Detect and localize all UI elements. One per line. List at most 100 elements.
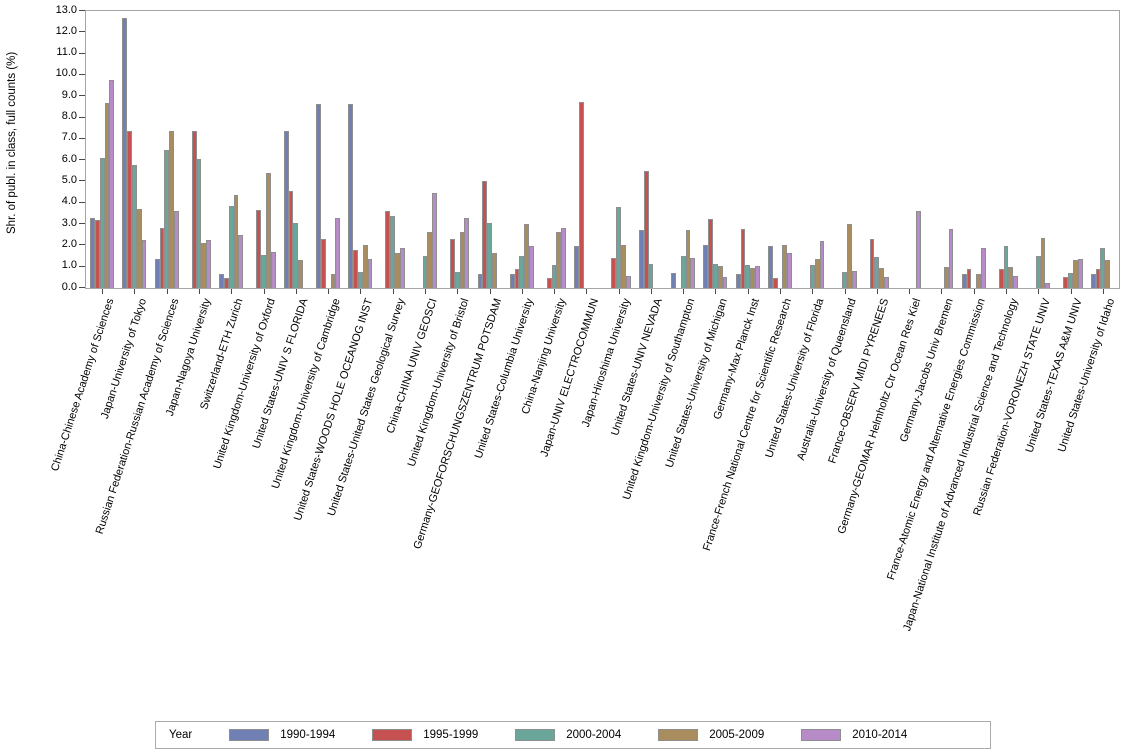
bar bbox=[528, 246, 534, 288]
legend-swatch bbox=[658, 729, 699, 741]
x-axis-tick bbox=[424, 289, 426, 294]
bar bbox=[740, 229, 746, 288]
bar bbox=[819, 241, 825, 288]
x-axis-tick bbox=[392, 289, 394, 294]
bar bbox=[916, 211, 922, 288]
bar bbox=[1090, 274, 1096, 288]
x-axis-tick bbox=[231, 289, 233, 294]
plot-area bbox=[85, 10, 1120, 289]
x-axis-tick bbox=[166, 289, 168, 294]
bar bbox=[109, 80, 115, 288]
bar bbox=[422, 256, 428, 288]
bar bbox=[432, 193, 437, 288]
bar bbox=[395, 252, 400, 288]
x-axis-tick bbox=[683, 289, 685, 294]
bar bbox=[298, 260, 304, 288]
bar bbox=[976, 274, 981, 288]
legend: Year 1990-1994 1995-1999 2000-2004 2005-200… bbox=[155, 721, 991, 749]
bar bbox=[206, 240, 211, 288]
y-axis-tick bbox=[79, 223, 85, 225]
bar bbox=[196, 159, 202, 288]
bar bbox=[173, 211, 179, 288]
y-tick-label: 8.0 bbox=[61, 110, 77, 123]
y-axis-tick bbox=[79, 31, 85, 33]
x-axis-tick bbox=[1038, 289, 1040, 294]
bar bbox=[459, 231, 465, 288]
bar bbox=[722, 277, 728, 288]
y-tick-label: 9.0 bbox=[61, 88, 77, 101]
bar bbox=[717, 265, 723, 288]
bar bbox=[450, 239, 455, 288]
x-axis-tick bbox=[457, 289, 459, 294]
legend-swatch bbox=[515, 729, 556, 741]
bar bbox=[616, 207, 622, 288]
y-axis-tick bbox=[79, 287, 85, 288]
legend-swatch bbox=[801, 729, 842, 741]
y-tick-label: 13.0 bbox=[55, 3, 77, 16]
bar bbox=[482, 181, 488, 288]
bar bbox=[288, 191, 294, 288]
bar bbox=[814, 259, 820, 288]
category-label: China-Chinese Academy of Sciences bbox=[49, 297, 117, 473]
y-axis-tick bbox=[79, 10, 85, 11]
legend-label: 1995-1999 bbox=[423, 729, 479, 741]
bar bbox=[191, 131, 197, 288]
y-tick-label: 3.0 bbox=[61, 216, 77, 229]
category-label: United Kingdom-University of Oxford bbox=[211, 297, 278, 471]
bar bbox=[561, 228, 567, 288]
x-axis-tick bbox=[715, 289, 717, 294]
bar bbox=[524, 224, 529, 288]
legend-entry: 2005-2009 bbox=[658, 729, 764, 741]
bar bbox=[390, 215, 396, 288]
legend-swatch bbox=[372, 729, 413, 741]
bar bbox=[385, 211, 391, 288]
bar bbox=[685, 230, 691, 288]
bar bbox=[680, 256, 686, 288]
bar bbox=[851, 270, 857, 288]
bar bbox=[1095, 268, 1101, 288]
bar bbox=[556, 231, 562, 288]
bar bbox=[487, 223, 492, 288]
bar bbox=[454, 272, 460, 288]
y-tick-label: 1.0 bbox=[61, 259, 77, 272]
legend-entry: 1990-1994 bbox=[229, 729, 335, 741]
bar bbox=[551, 264, 557, 288]
bar bbox=[293, 223, 299, 288]
y-tick-label: 7.0 bbox=[61, 131, 77, 144]
bar bbox=[224, 278, 229, 288]
bar bbox=[611, 258, 617, 288]
bar bbox=[159, 228, 165, 288]
bar bbox=[625, 276, 631, 288]
x-axis-tick bbox=[198, 289, 200, 294]
bar bbox=[348, 103, 354, 288]
x-axis-tick bbox=[521, 289, 523, 294]
y-axis-tick bbox=[79, 52, 85, 54]
y-axis-tick bbox=[79, 180, 85, 182]
bar bbox=[320, 239, 326, 288]
bar bbox=[228, 205, 234, 288]
x-axis-tick bbox=[134, 289, 136, 294]
bar bbox=[330, 274, 336, 288]
y-axis-tick bbox=[79, 201, 85, 203]
bar bbox=[787, 252, 793, 288]
y-tick-label: 12.0 bbox=[55, 24, 77, 37]
bar bbox=[270, 251, 276, 288]
category-label: Japan-UNIV ELECTROCOMMUN bbox=[538, 297, 601, 459]
bar bbox=[966, 268, 972, 288]
legend-entry: 2000-2004 bbox=[515, 729, 621, 741]
bar bbox=[94, 219, 100, 288]
y-tick-label: 10.0 bbox=[55, 67, 77, 80]
y-axis-tick bbox=[79, 95, 85, 97]
bar bbox=[638, 230, 644, 288]
x-axis-tick bbox=[586, 289, 588, 294]
bar bbox=[1040, 237, 1046, 288]
bar bbox=[1035, 256, 1041, 288]
x-axis-tick bbox=[844, 289, 846, 294]
bar bbox=[879, 267, 885, 288]
bar bbox=[842, 272, 847, 288]
bar bbox=[1072, 260, 1078, 288]
bar bbox=[690, 258, 696, 288]
y-axis-tick bbox=[79, 265, 85, 267]
y-axis-tick bbox=[79, 116, 85, 118]
